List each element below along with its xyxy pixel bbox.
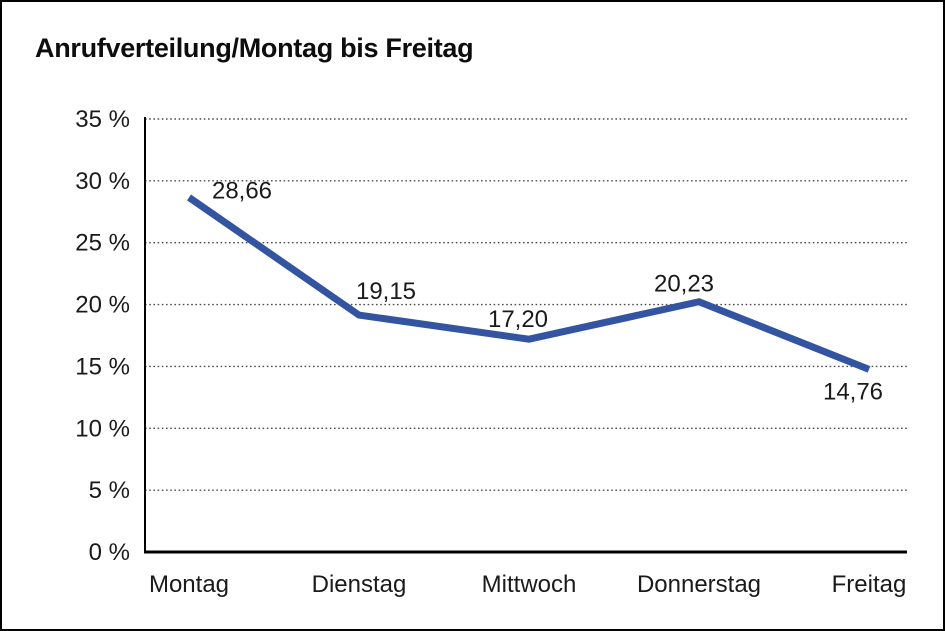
x-tick-label: Donnerstag — [637, 571, 761, 598]
data-point-label: 28,66 — [212, 177, 272, 204]
y-tick-label: 0 % — [89, 539, 130, 566]
data-point-label: 20,23 — [654, 271, 714, 298]
y-tick-label: 30 % — [75, 168, 130, 195]
data-point-label: 17,20 — [488, 306, 548, 333]
data-point-label: 14,76 — [823, 378, 883, 405]
y-tick-label: 15 % — [75, 353, 130, 380]
series-line — [187, 194, 871, 373]
y-tick-label: 35 % — [75, 106, 130, 133]
data-point-label: 19,15 — [356, 278, 416, 305]
x-tick-label: Mittwoch — [482, 571, 577, 598]
x-tick-label: Montag — [149, 571, 229, 598]
x-tick-label: Freitag — [832, 571, 907, 598]
y-tick-label: 10 % — [75, 415, 130, 442]
y-tick-label: 25 % — [75, 230, 130, 257]
y-tick-label: 5 % — [89, 477, 130, 504]
chart-title: Anrufverteilung/Montag bis Freitag — [35, 33, 474, 63]
y-tick-label: 20 % — [75, 292, 130, 319]
x-tick-label: Dienstag — [312, 571, 407, 598]
